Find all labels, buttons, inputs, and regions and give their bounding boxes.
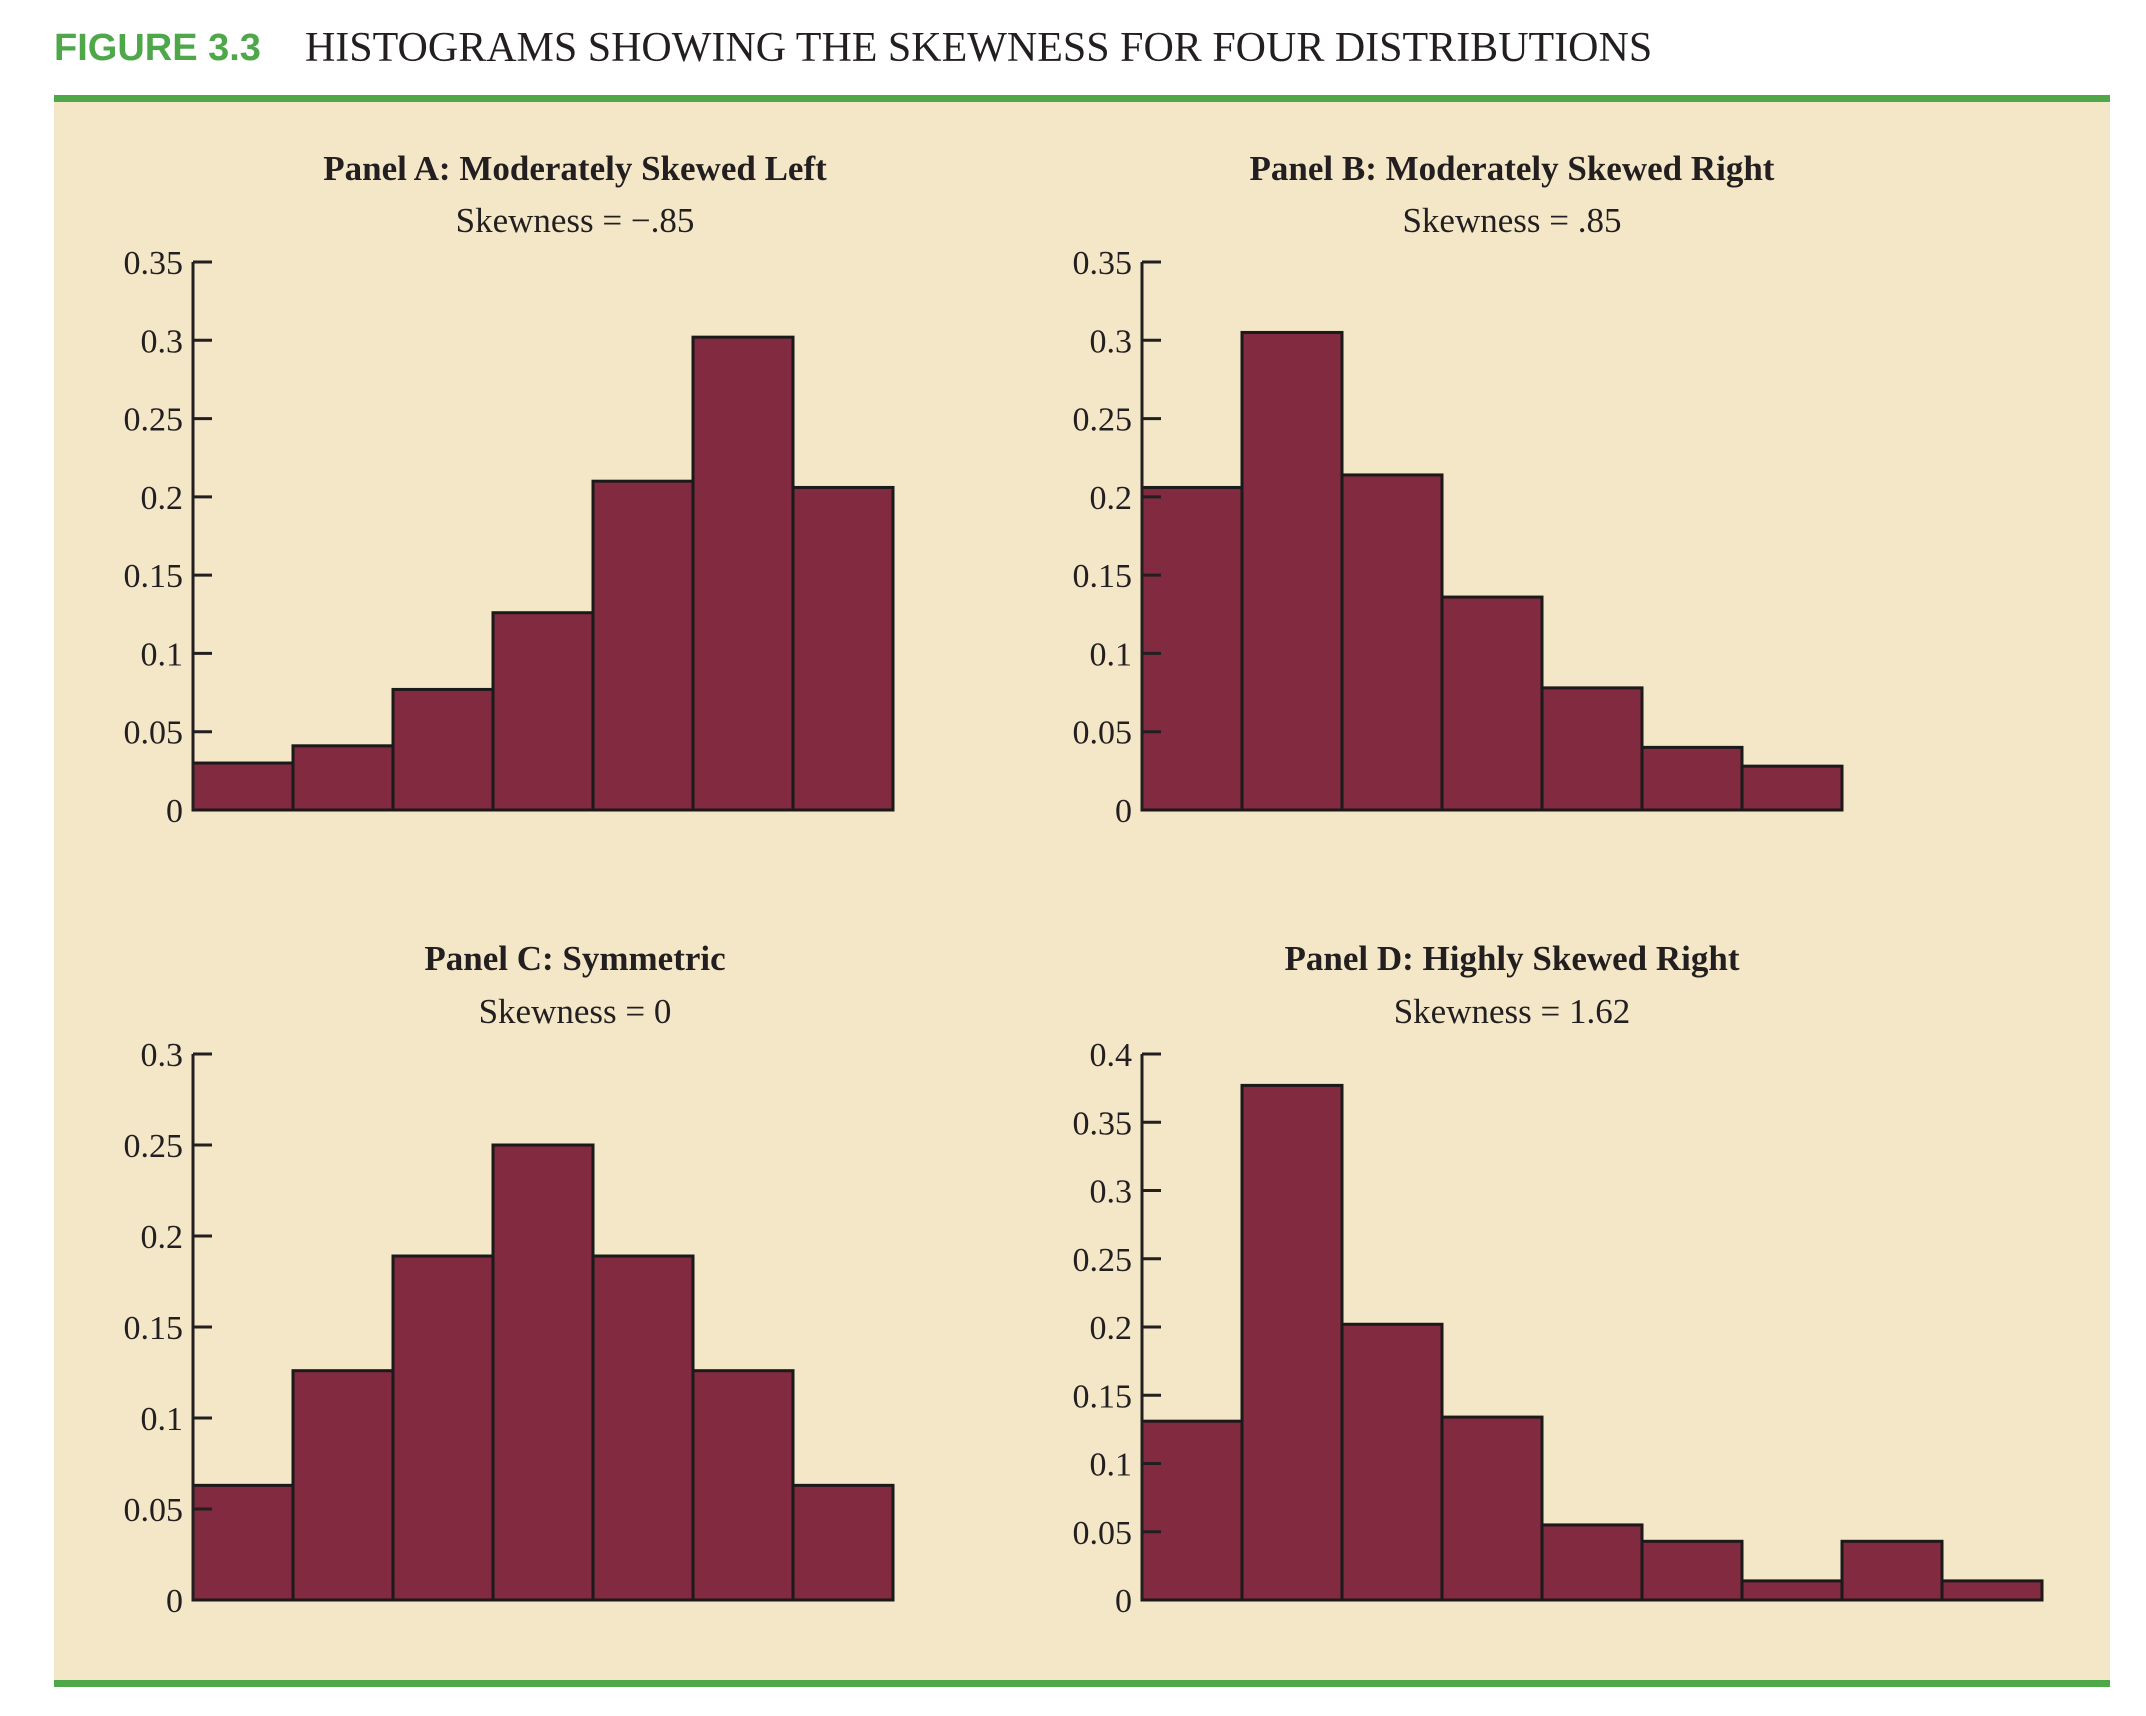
panel-c-bar-3 xyxy=(391,1254,495,1602)
panel-d-bar-6 xyxy=(1640,1539,1744,1602)
panel-a-tick-label: 0 xyxy=(166,793,183,830)
panel-d-bar-9 xyxy=(1940,1579,2044,1602)
panel-a-bar-6 xyxy=(691,335,795,812)
panel-b-tick-label: 0.1 xyxy=(1090,636,1133,673)
panel-a: Panel A: Moderately Skewed Left Skewness … xyxy=(124,149,895,830)
panel-b-bar-1 xyxy=(1140,485,1244,812)
panel-a-tick-label: 0.2 xyxy=(141,480,184,517)
panel-d-tick-label: 0.1 xyxy=(1090,1447,1133,1484)
panel-d-tick-label: 0.2 xyxy=(1090,1310,1133,1347)
panel-b-tick-label: 0 xyxy=(1115,793,1132,830)
panel-d: Panel D: Highly Skewed Right Skewness = 1… xyxy=(1073,939,2044,1620)
panel-b-tick-label: 0.35 xyxy=(1073,245,1133,282)
panel-d-tick-label: 0.4 xyxy=(1090,1037,1133,1074)
panel-d-bar-1 xyxy=(1140,1419,1244,1602)
panel-b-bar-6 xyxy=(1640,745,1744,812)
panel-c-bar-2 xyxy=(291,1369,395,1602)
panel-a-title: Panel A: Moderately Skewed Left xyxy=(323,149,827,188)
panel-d-tick-label: 0.35 xyxy=(1073,1105,1133,1142)
panel-d-tick-label: 0.25 xyxy=(1073,1242,1133,1279)
panel-c-bar-1 xyxy=(191,1483,295,1602)
panel-a-tick-label: 0.15 xyxy=(124,558,184,595)
panel-a-tick-label: 0.1 xyxy=(141,636,184,673)
panel-b-bar-7 xyxy=(1740,764,1844,812)
panel-b-skewness: Skewness = .85 xyxy=(1402,201,1621,240)
panel-d-bar-4 xyxy=(1440,1415,1544,1602)
panel-b: Panel B: Moderately Skewed Right Skewness… xyxy=(1073,149,1844,830)
header-rule xyxy=(54,95,2110,102)
panel-d-tick-label: 0.3 xyxy=(1090,1174,1133,1211)
panel-d-tick-label: 0.05 xyxy=(1073,1515,1133,1552)
panel-a-bar-5 xyxy=(591,479,695,812)
panel-a-bar-3 xyxy=(391,687,495,812)
panel-c-tick-label: 0.05 xyxy=(124,1492,184,1529)
panel-a-bar-1 xyxy=(191,761,295,812)
panel-c-bar-7 xyxy=(791,1483,895,1602)
panel-d-tick-label: 0 xyxy=(1115,1583,1132,1620)
panel-d-title: Panel D: Highly Skewed Right xyxy=(1284,939,1739,978)
figure-title: HISTOGRAMS SHOWING THE SKEWNESS FOR FOUR… xyxy=(304,25,1653,71)
panel-c-tick-label: 0 xyxy=(166,1583,183,1620)
panel-d-skewness: Skewness = 1.62 xyxy=(1394,992,1631,1031)
panel-b-tick-label: 0.2 xyxy=(1090,480,1133,517)
panel-b-tick-label: 0.3 xyxy=(1090,323,1133,360)
figure-label: FIGURE 3.3 xyxy=(54,26,261,69)
panel-b-bar-4 xyxy=(1440,595,1544,812)
panel-b-tick-label: 0.05 xyxy=(1073,715,1133,752)
panel-b-bar-2 xyxy=(1240,330,1344,812)
panel-a-tick-label: 0.05 xyxy=(124,715,184,752)
panel-c-tick-label: 0.2 xyxy=(141,1219,184,1256)
panel-a-tick-label: 0.35 xyxy=(124,245,184,282)
panel-b-title: Panel B: Moderately Skewed Right xyxy=(1250,149,1775,188)
panel-c-bar-4 xyxy=(491,1143,595,1602)
panel-a-tick-label: 0.25 xyxy=(124,402,184,439)
panel-c-bar-5 xyxy=(591,1254,695,1602)
panel-b-bar-3 xyxy=(1340,473,1444,812)
panel-d-bar-5 xyxy=(1540,1523,1644,1602)
panel-a-bar-7 xyxy=(791,485,895,812)
panel-c-bar-6 xyxy=(691,1369,795,1602)
panel-b-tick-label: 0.15 xyxy=(1073,558,1133,595)
panel-a-tick-label: 0.3 xyxy=(141,323,184,360)
panel-c-skewness: Skewness = 0 xyxy=(479,992,672,1031)
panel-c-tick-label: 0.3 xyxy=(141,1037,184,1074)
panel-c: Panel C: Symmetric Skewness = 0 0 0.05 0.1 0.… xyxy=(124,939,895,1620)
panel-d-bar-3 xyxy=(1340,1322,1444,1602)
footer-rule xyxy=(54,1680,2110,1687)
panel-c-tick-label: 0.15 xyxy=(124,1310,184,1347)
panel-c-tick-label: 0.25 xyxy=(124,1128,184,1165)
panel-a-bar-2 xyxy=(291,744,395,812)
figure-header: FIGURE 3.3 HISTOGRAMS SHOWING THE SKEWNE… xyxy=(54,18,1652,78)
panel-d-tick-label: 0.15 xyxy=(1073,1378,1133,1415)
panel-c-title: Panel C: Symmetric xyxy=(424,939,725,978)
panel-b-tick-label: 0.25 xyxy=(1073,402,1133,439)
panel-a-skewness: Skewness = −.85 xyxy=(456,201,695,240)
panel-a-bar-4 xyxy=(491,611,595,812)
panel-b-bar-5 xyxy=(1540,686,1644,812)
panel-c-tick-label: 0.1 xyxy=(141,1401,184,1438)
panel-d-bar-2 xyxy=(1240,1083,1344,1602)
panel-d-bar-8 xyxy=(1840,1539,1944,1602)
panel-d-bar-7 xyxy=(1740,1579,1844,1602)
